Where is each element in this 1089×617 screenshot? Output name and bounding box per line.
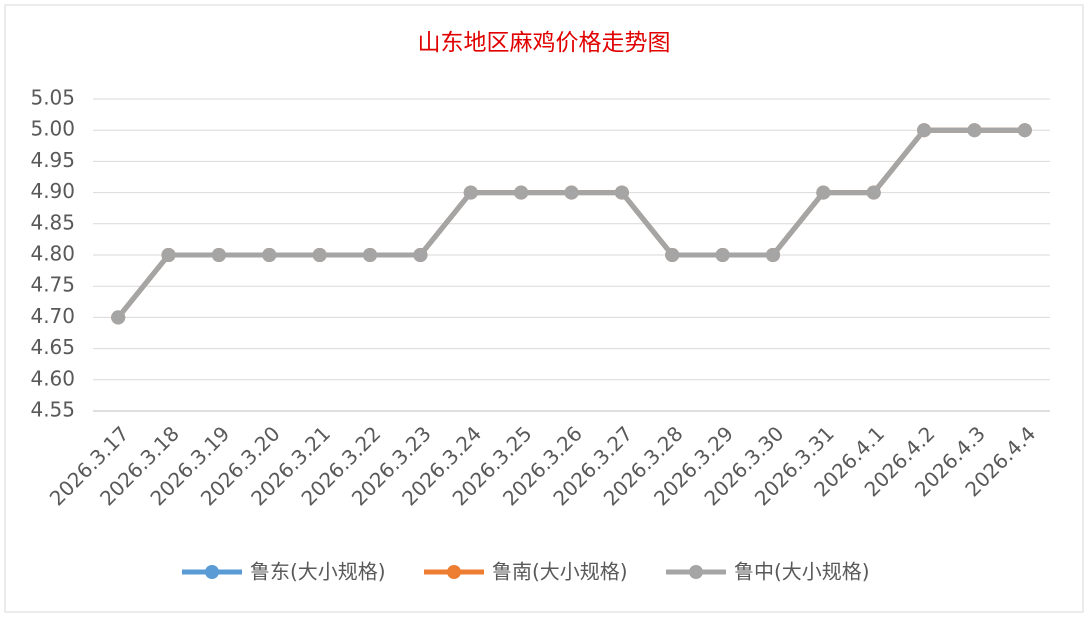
legend-label: 鲁南(大小规格): [492, 560, 628, 584]
data-point: [262, 248, 277, 262]
data-point: [463, 185, 478, 200]
data-point: [715, 248, 730, 262]
legend-label: 鲁东(大小规格): [250, 560, 386, 584]
data-point: [967, 123, 982, 138]
legend-marker: [205, 565, 219, 579]
chart-frame: [4, 4, 1084, 613]
data-point: [1017, 123, 1032, 138]
data-point: [665, 248, 680, 262]
y-tick-label: 4.80: [30, 242, 75, 266]
data-point: [866, 185, 881, 200]
y-tick-label: 4.60: [30, 366, 75, 390]
data-point: [917, 123, 932, 138]
data-point: [614, 185, 629, 200]
data-point: [161, 248, 176, 262]
y-tick-label: 4.85: [30, 210, 75, 234]
data-point: [816, 185, 831, 200]
y-tick-label: 4.75: [30, 273, 75, 297]
legend-marker: [689, 565, 703, 579]
data-point: [413, 248, 428, 262]
y-tick-label: 4.55: [30, 398, 75, 422]
chart-title: 山东地区麻鸡价格走势图: [418, 30, 671, 56]
y-tick-label: 4.95: [30, 148, 75, 172]
data-point: [111, 310, 126, 325]
y-tick-label: 4.65: [30, 335, 75, 359]
data-point: [564, 185, 579, 200]
legend-label: 鲁中(大小规格): [734, 560, 870, 584]
data-point: [363, 248, 378, 262]
y-tick-label: 4.70: [30, 304, 75, 328]
y-tick-label: 4.90: [30, 179, 75, 203]
data-point: [211, 248, 226, 262]
y-tick-label: 5.00: [30, 117, 75, 141]
legend-marker: [447, 565, 461, 579]
data-point: [514, 185, 529, 200]
data-point: [765, 248, 780, 262]
data-point: [312, 248, 327, 262]
y-tick-label: 5.05: [30, 86, 75, 110]
